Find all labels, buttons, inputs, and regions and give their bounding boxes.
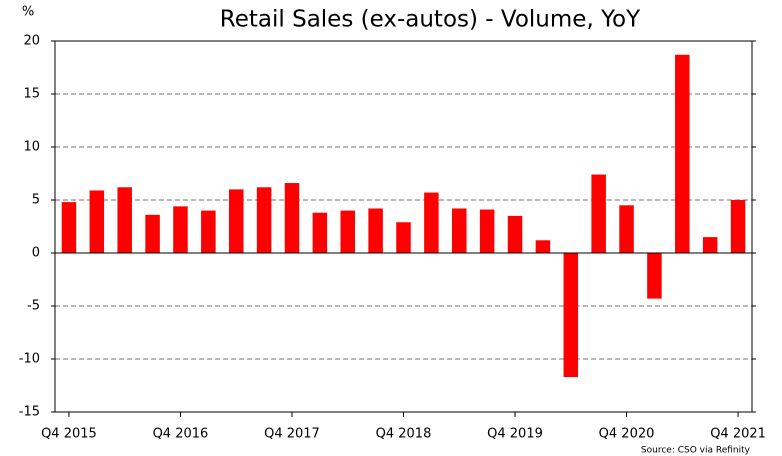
bar	[424, 192, 439, 253]
bar	[535, 240, 551, 253]
x-tick-label: Q4 2021	[710, 427, 766, 442]
bar	[507, 215, 523, 253]
bar	[452, 208, 467, 253]
bar	[228, 189, 244, 253]
bar	[117, 187, 132, 253]
y-tick-label: 20	[23, 34, 40, 49]
x-tick-label: Q4 2018	[376, 427, 432, 442]
bar	[591, 174, 606, 253]
y-tick-label: -15	[19, 405, 40, 420]
x-tick-label: Q4 2017	[264, 427, 320, 442]
bar	[340, 210, 355, 253]
x-tick-label: Q4 2019	[487, 427, 543, 442]
bar	[396, 222, 411, 253]
bar	[89, 190, 105, 253]
bar	[173, 206, 188, 253]
bar	[61, 202, 77, 253]
bar	[256, 187, 272, 253]
bar	[479, 209, 495, 253]
bar	[563, 253, 579, 378]
y-tick-label: 0	[32, 246, 40, 261]
x-tick-label: Q4 2020	[599, 427, 655, 442]
bar	[368, 208, 383, 253]
source: Source: CSO via Refinity	[641, 446, 751, 456]
bar	[675, 54, 690, 253]
y-tick-label: 15	[23, 87, 40, 102]
y-tick-label: -10	[19, 352, 40, 367]
bar	[312, 212, 328, 253]
y-tick-label: -5	[27, 299, 40, 314]
y-tick-label: 5	[32, 193, 40, 208]
bar	[201, 210, 216, 253]
bar	[145, 214, 160, 253]
y-axis-label: %	[22, 5, 34, 20]
plot-frame	[54, 40, 753, 413]
bar	[730, 200, 746, 253]
x-tick-label: Q4 2016	[153, 427, 209, 442]
chart-title: Retail Sales (ex-autos) - Volume, YoY	[220, 7, 641, 33]
y-tick-label: 10	[23, 140, 40, 155]
x-tick-label: Q4 2015	[41, 427, 97, 442]
bar	[284, 183, 300, 253]
bar	[702, 237, 718, 253]
bar	[647, 253, 662, 299]
bar	[619, 205, 634, 253]
